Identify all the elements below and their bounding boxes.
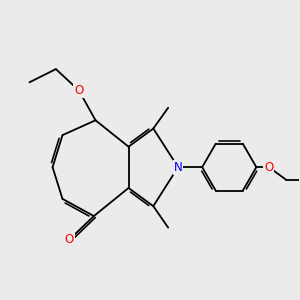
Text: O: O [264, 161, 274, 174]
Text: O: O [64, 233, 74, 246]
Text: O: O [74, 84, 84, 97]
Text: N: N [174, 161, 182, 174]
